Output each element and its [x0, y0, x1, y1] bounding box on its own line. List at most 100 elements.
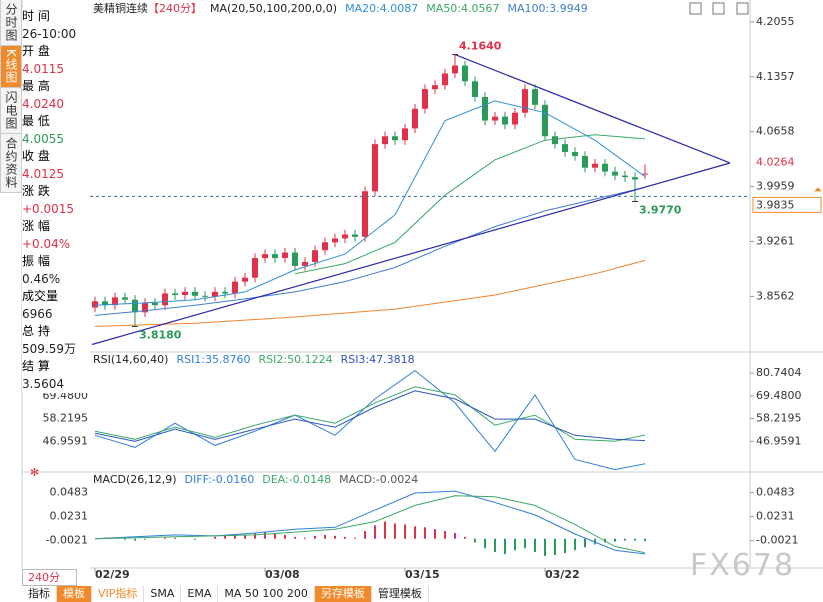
- chart-title: 美精铜连续: [93, 1, 148, 15]
- series-line: [94, 386, 646, 442]
- toolbar-button[interactable]: 另存模板: [314, 586, 372, 602]
- annotation-label: 3.9770: [639, 203, 682, 216]
- candle-body: [372, 144, 378, 192]
- price-tag-label: 3.9835: [756, 198, 795, 211]
- legend-entry: MA20:4.0087: [345, 2, 418, 15]
- series-line: [94, 259, 646, 327]
- y-tick-label: 0.0483: [50, 486, 89, 499]
- candle-body: [552, 136, 558, 145]
- info-label: 时 间: [22, 9, 50, 23]
- candle-body: [312, 250, 318, 262]
- y-tick-label: 4.2055: [756, 15, 795, 28]
- sidebar-tab[interactable]: K线图: [0, 46, 22, 88]
- candle-body: [282, 252, 288, 259]
- candle-body: [132, 299, 138, 313]
- x-tick-label: 03/22: [545, 568, 580, 581]
- candle-body: [202, 295, 208, 297]
- info-label: 最 低: [22, 114, 50, 128]
- toolbar-button[interactable]: 指标: [22, 586, 57, 602]
- watermark: FX678: [690, 548, 796, 583]
- chart-period: 【240分】: [148, 2, 202, 15]
- sidebar-tab[interactable]: 合约资料: [0, 133, 22, 193]
- candle-body: [432, 85, 438, 90]
- indicator-label: RSI(14,60,40): [93, 353, 168, 366]
- candle-body: [292, 252, 298, 266]
- annotation-label: 4.1640: [459, 40, 502, 53]
- info-label: 涨 跌: [22, 184, 50, 198]
- y-tick-label: 58.2195: [756, 412, 802, 425]
- candle-body: [452, 65, 458, 74]
- y-tick-label: -0.0021: [756, 534, 798, 547]
- info-label: 开 盘: [22, 44, 50, 58]
- candle-body: [492, 116, 498, 121]
- info-label: 结 算: [22, 359, 50, 373]
- toolbar-button[interactable]: MA 50 100 200: [218, 586, 315, 602]
- x-tick-label: 03/08: [265, 568, 300, 581]
- info-value: +0.0015: [22, 201, 75, 216]
- price-tag-label: 4.0264: [756, 156, 795, 169]
- y-tick-label: 46.9591: [756, 434, 802, 447]
- legend-entry: RSI3:47.3818: [341, 353, 415, 366]
- candle-body: [192, 291, 198, 296]
- info-value: +0.04%: [22, 236, 71, 251]
- candle-body: [332, 238, 338, 243]
- series-line: [94, 100, 646, 306]
- candle-body: [462, 65, 468, 82]
- series-line: [94, 186, 646, 316]
- info-label: 总 持: [22, 324, 50, 338]
- legend-entry: DIFF:-0.0160: [185, 473, 255, 486]
- info-value: 4.0240: [22, 96, 64, 111]
- settings-icon[interactable]: ✻: [30, 466, 39, 479]
- candle-body: [422, 89, 428, 109]
- candle-body: [392, 136, 398, 141]
- toolbar-button[interactable]: 管理模板: [372, 586, 429, 602]
- info-label: 最 高: [22, 79, 50, 93]
- icon[interactable]: [736, 2, 749, 15]
- y-tick-label: 0.0231: [50, 510, 89, 523]
- trendline: [454, 53, 731, 164]
- info-value: 0.46%: [22, 271, 61, 286]
- toolbar-button[interactable]: VIP指标: [92, 586, 145, 602]
- y-tick-label: 4.1357: [756, 70, 795, 83]
- indicator-label: MACD(26,12,9): [93, 473, 177, 486]
- candle-body: [182, 291, 188, 295]
- info-label: 振 幅: [22, 254, 50, 268]
- toolbar-button[interactable]: SMA: [144, 586, 182, 602]
- toolbar-button[interactable]: 模板: [57, 586, 92, 602]
- info-value: 6966: [22, 306, 53, 321]
- icon[interactable]: [712, 2, 725, 15]
- toolbar: 指标 模板 VIP指标 SMA EMA MA 50 100 200 另存模板 管理模板: [22, 586, 429, 602]
- toolbar-button[interactable]: EMA: [181, 586, 219, 602]
- window-icons[interactable]: [689, 2, 749, 15]
- candle-body: [172, 293, 178, 295]
- legend-entry: MA100:3.9949: [508, 2, 588, 15]
- candle-body: [382, 136, 388, 145]
- period-selector[interactable]: 240分: [22, 569, 77, 586]
- y-tick-label: 0.0483: [756, 486, 795, 499]
- sidebar-tab[interactable]: 分时图: [0, 0, 22, 46]
- series-line: [94, 369, 646, 471]
- candle-body: [482, 96, 488, 121]
- icon[interactable]: [689, 2, 702, 15]
- candle-body: [592, 163, 598, 168]
- candle-body: [642, 173, 648, 175]
- info-label: 涨 幅: [22, 219, 50, 233]
- candle-body: [442, 73, 448, 86]
- price-tag-arrow: [814, 187, 822, 192]
- series-line: [94, 495, 646, 554]
- candle-body: [602, 163, 608, 172]
- candle-body: [622, 175, 628, 178]
- x-tick-label: 02/29: [95, 568, 130, 581]
- series-line: [94, 490, 646, 555]
- candle-body: [562, 144, 568, 152]
- indicator-label: MA(20,50,100,200,0,0): [210, 2, 337, 15]
- legend-entry: MACD:-0.0024: [339, 473, 418, 486]
- sidebar-tab[interactable]: 闪电图: [0, 87, 22, 134]
- sidebar: 分时图 K线图 闪电图 合约资料: [0, 0, 22, 200]
- y-tick-label: 58.2195: [43, 412, 89, 425]
- legend-entry: RSI1:35.8760: [176, 353, 250, 366]
- candle-body: [112, 297, 118, 306]
- candle-body: [572, 151, 578, 156]
